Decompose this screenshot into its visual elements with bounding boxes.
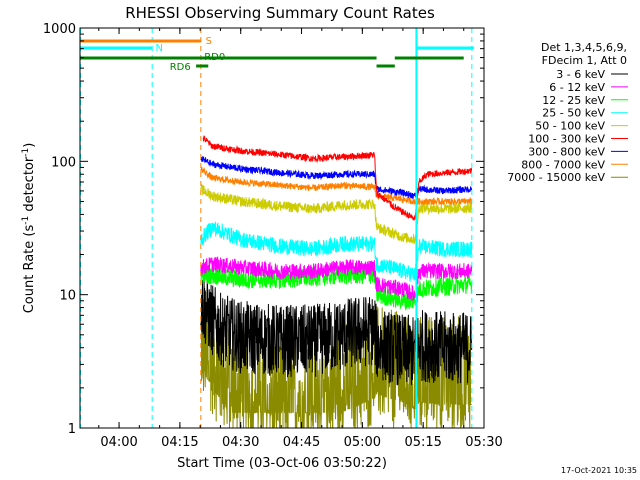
legend-label: 50 - 100 keV xyxy=(535,120,605,133)
series-line xyxy=(200,278,473,386)
series-line xyxy=(200,221,473,282)
legend-label: 800 - 7000 keV xyxy=(521,158,605,171)
legend-label: 25 - 50 keV xyxy=(542,107,605,120)
y-tick-label: 10 xyxy=(59,289,76,304)
series-layer xyxy=(200,135,473,429)
legend-label: 6 - 12 keV xyxy=(549,81,605,94)
legend-header-2: FDecim 1, Att 0 xyxy=(542,54,627,67)
y-tick-label: 100 xyxy=(51,155,76,170)
y-axis-label-main: Count Rate (s xyxy=(22,225,37,314)
series-line xyxy=(200,256,473,302)
night-flag-label: N xyxy=(156,43,163,54)
x-tick-label: 04:15 xyxy=(161,435,198,450)
x-tick-label: 04:00 xyxy=(100,435,137,450)
series-line xyxy=(202,135,473,221)
x-tick-label: 05:00 xyxy=(344,435,381,450)
y-axis-label-sup1: -1 xyxy=(21,216,31,225)
y-axis-label: Count Rate (s-1 detector-1) xyxy=(21,143,37,314)
timestamp: 17-Oct-2021 10:35 xyxy=(561,466,637,475)
series-line xyxy=(200,156,473,199)
x-tick-label: 05:30 xyxy=(465,435,502,450)
y-axis-label-end: ) xyxy=(22,143,37,148)
legend-label: 100 - 300 keV xyxy=(528,133,605,146)
series-line xyxy=(200,184,473,245)
chart-title: RHESSI Observing Summary Count Rates xyxy=(125,4,435,22)
y-tick-label: 1 xyxy=(68,422,76,437)
y-tick-label: 1000 xyxy=(43,22,76,37)
legend-label: 12 - 25 keV xyxy=(542,94,605,107)
flag-layer: S N RD0 RD6 xyxy=(80,28,474,428)
x-tick-label: 04:45 xyxy=(283,435,320,450)
y-axis-label-sup2: -1 xyxy=(21,148,31,157)
legend-label: 3 - 6 keV xyxy=(556,68,605,81)
x-axis-label: Start Time (03-Oct-06 03:50:22) xyxy=(177,456,387,471)
x-tick-label: 04:30 xyxy=(222,435,259,450)
x-tick-label: 05:15 xyxy=(404,435,441,450)
axis-layer: 04:00 04:15 04:30 04:45 05:00 05:15 05:30 1 10 10… xyxy=(43,22,503,450)
plot-frame xyxy=(79,27,485,429)
rd6-flag-label: RD6 xyxy=(170,62,191,73)
y-axis-label-mid: detector xyxy=(22,156,37,216)
legend-label: 7000 - 15000 keV xyxy=(507,171,605,184)
rd0-flag-label: RD0 xyxy=(204,52,225,63)
saa-flag-label: S xyxy=(206,36,212,47)
legend-label: 300 - 800 keV xyxy=(528,145,605,158)
series-line xyxy=(200,167,473,206)
legend-header-1: Det 1,3,4,5,6,9, xyxy=(541,41,627,54)
